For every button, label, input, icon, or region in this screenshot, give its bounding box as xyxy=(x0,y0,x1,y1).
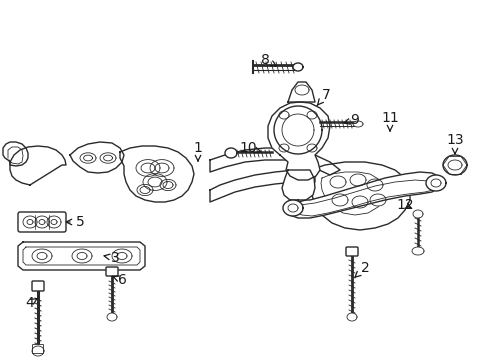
Polygon shape xyxy=(70,142,124,173)
Polygon shape xyxy=(273,106,321,154)
Polygon shape xyxy=(136,159,160,176)
Polygon shape xyxy=(100,153,116,163)
Polygon shape xyxy=(294,85,308,95)
Polygon shape xyxy=(107,313,117,321)
Polygon shape xyxy=(23,216,37,228)
Polygon shape xyxy=(425,175,445,191)
FancyBboxPatch shape xyxy=(106,267,118,276)
Polygon shape xyxy=(411,247,423,255)
Polygon shape xyxy=(120,146,194,202)
Polygon shape xyxy=(209,148,339,175)
Polygon shape xyxy=(80,153,96,163)
Text: 3: 3 xyxy=(104,251,119,265)
Text: 10: 10 xyxy=(239,141,260,155)
Polygon shape xyxy=(51,220,57,225)
Polygon shape xyxy=(141,163,155,173)
Polygon shape xyxy=(309,162,409,230)
Polygon shape xyxy=(346,313,356,321)
Polygon shape xyxy=(160,179,176,190)
Polygon shape xyxy=(3,142,28,166)
Polygon shape xyxy=(18,242,145,270)
FancyBboxPatch shape xyxy=(18,212,66,232)
Polygon shape xyxy=(412,210,422,218)
Polygon shape xyxy=(352,121,362,127)
Text: 4: 4 xyxy=(25,296,37,310)
Polygon shape xyxy=(163,181,173,189)
Polygon shape xyxy=(35,216,49,228)
Polygon shape xyxy=(83,155,92,161)
Polygon shape xyxy=(148,177,162,187)
Polygon shape xyxy=(10,146,66,185)
Polygon shape xyxy=(331,194,347,206)
Polygon shape xyxy=(267,102,329,180)
Text: 8: 8 xyxy=(260,53,276,67)
FancyBboxPatch shape xyxy=(346,247,357,256)
FancyBboxPatch shape xyxy=(32,281,44,291)
Polygon shape xyxy=(112,249,132,263)
Polygon shape xyxy=(282,114,313,146)
Text: 12: 12 xyxy=(395,198,413,212)
Polygon shape xyxy=(39,220,45,225)
Polygon shape xyxy=(27,220,33,225)
Text: 9: 9 xyxy=(344,113,359,127)
Text: 2: 2 xyxy=(354,261,368,277)
Polygon shape xyxy=(447,160,461,170)
Text: 11: 11 xyxy=(380,111,398,131)
Polygon shape xyxy=(155,163,169,173)
Polygon shape xyxy=(442,155,466,175)
Polygon shape xyxy=(329,176,346,188)
Polygon shape xyxy=(32,249,52,263)
Polygon shape xyxy=(32,346,44,356)
Text: 7: 7 xyxy=(316,88,330,105)
Polygon shape xyxy=(137,184,153,195)
Text: 13: 13 xyxy=(445,133,463,154)
Polygon shape xyxy=(366,179,382,191)
Polygon shape xyxy=(287,82,314,102)
Text: 6: 6 xyxy=(112,273,126,287)
Polygon shape xyxy=(287,204,297,212)
Polygon shape xyxy=(140,186,150,193)
Polygon shape xyxy=(142,174,167,190)
Polygon shape xyxy=(77,252,87,260)
Polygon shape xyxy=(285,172,439,218)
Polygon shape xyxy=(103,155,112,161)
Polygon shape xyxy=(282,170,314,202)
FancyBboxPatch shape xyxy=(32,345,43,354)
Polygon shape xyxy=(430,179,440,187)
Polygon shape xyxy=(150,159,174,176)
Polygon shape xyxy=(283,200,303,216)
Polygon shape xyxy=(349,174,365,186)
Polygon shape xyxy=(369,194,385,206)
Polygon shape xyxy=(47,216,61,228)
Polygon shape xyxy=(209,170,314,202)
Text: 1: 1 xyxy=(193,141,202,161)
Polygon shape xyxy=(292,63,303,71)
Polygon shape xyxy=(224,148,237,158)
Text: 5: 5 xyxy=(66,215,84,229)
Polygon shape xyxy=(117,252,127,260)
Polygon shape xyxy=(351,196,367,208)
Polygon shape xyxy=(37,252,47,260)
Polygon shape xyxy=(72,249,92,263)
